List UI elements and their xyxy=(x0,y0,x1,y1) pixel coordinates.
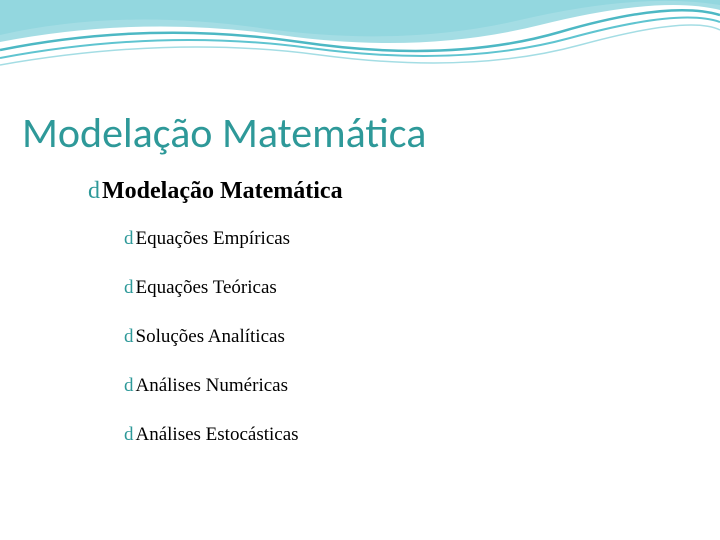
bullet-icon: d xyxy=(124,277,134,299)
page-title: Modelação Matemática xyxy=(22,108,426,159)
list-item-text: Equações Empíricas xyxy=(136,228,291,249)
list-item-text: Análises Numéricas xyxy=(136,375,288,396)
list-item-text: Análises Estocásticas xyxy=(136,424,299,445)
list-item: dEquações Empíricas xyxy=(124,228,299,250)
subtitle-text: Modelação Matemática xyxy=(102,178,343,204)
bullet-icon: d xyxy=(124,326,134,348)
list-item: dEquações Teóricas xyxy=(124,277,299,299)
bullet-icon: d xyxy=(124,424,134,446)
list-item-text: Soluções Analíticas xyxy=(136,326,285,347)
item-list: dEquações Empíricas dEquações Teóricas d… xyxy=(124,228,299,473)
list-item: dAnálises Estocásticas xyxy=(124,424,299,446)
bullet-icon: d xyxy=(124,228,134,250)
list-item: dAnálises Numéricas xyxy=(124,375,299,397)
list-item: dSoluções Analíticas xyxy=(124,326,299,348)
subtitle: dModelação Matemática xyxy=(88,178,343,205)
wave-decoration xyxy=(0,0,720,90)
bullet-icon: d xyxy=(124,375,134,397)
bullet-icon: d xyxy=(88,178,100,205)
list-item-text: Equações Teóricas xyxy=(136,277,277,298)
